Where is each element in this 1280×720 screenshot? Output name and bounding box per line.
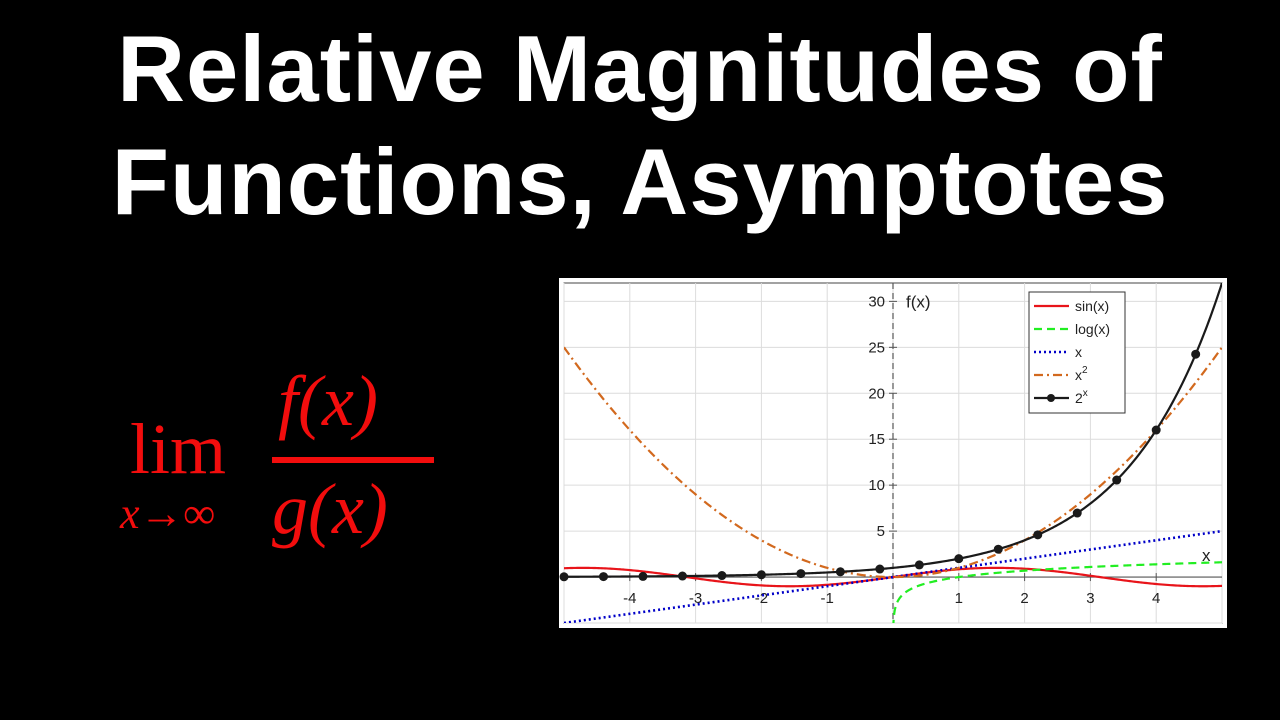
legend-label: sin(x) bbox=[1075, 298, 1109, 314]
y-tick-label: 5 bbox=[877, 523, 885, 540]
y-tick-label: 15 bbox=[868, 431, 885, 448]
x-tick-label: -3 bbox=[689, 590, 702, 607]
series-marker bbox=[954, 554, 964, 564]
series-marker bbox=[796, 569, 806, 579]
x-tick-label: -4 bbox=[623, 590, 636, 607]
legend-marker bbox=[1047, 394, 1055, 402]
y-tick-label: 25 bbox=[868, 339, 885, 356]
x-tick-label: 2 bbox=[1020, 590, 1028, 607]
series-marker bbox=[1112, 475, 1122, 485]
series-marker bbox=[835, 567, 845, 577]
x-tick-label: 3 bbox=[1086, 590, 1094, 607]
fraction-bar bbox=[272, 457, 434, 463]
series-marker bbox=[598, 572, 608, 582]
title-line-1: Relative Magnitudes of bbox=[117, 16, 1163, 121]
denominator: g(x) bbox=[272, 469, 388, 549]
series-marker bbox=[1072, 508, 1082, 518]
title-line-2: Functions, Asymptotes bbox=[111, 129, 1169, 234]
series-marker bbox=[914, 560, 924, 570]
series-marker bbox=[756, 570, 766, 580]
x-axis-label: x bbox=[1202, 546, 1211, 565]
series-marker bbox=[638, 571, 648, 581]
series-marker bbox=[717, 571, 727, 581]
y-axis-label: f(x) bbox=[906, 292, 931, 311]
legend-label: x bbox=[1075, 344, 1082, 360]
lim-text: lim bbox=[130, 409, 227, 489]
y-tick-label: 20 bbox=[868, 385, 885, 402]
x-tick-label: 1 bbox=[955, 590, 963, 607]
x-tick-label: -2 bbox=[755, 590, 768, 607]
series-marker bbox=[1151, 425, 1161, 435]
series-marker bbox=[559, 572, 569, 582]
x-tick-label: -1 bbox=[821, 590, 834, 607]
function-plot: -4 -3 -2 -1 1 2 3 4 5 10 15 20 25 30 f(x) x sin(x) log(x)… bbox=[559, 278, 1227, 628]
x-tick-label: 4 bbox=[1152, 590, 1160, 607]
lim-subscript: x→∞ bbox=[120, 489, 215, 538]
legend-label: log(x) bbox=[1075, 321, 1110, 337]
y-tick-label: 10 bbox=[868, 477, 885, 494]
series-line-linear bbox=[564, 529, 1222, 623]
series-marker bbox=[677, 571, 687, 581]
series-line-log bbox=[892, 561, 1222, 623]
legend-label: x2 bbox=[1075, 365, 1088, 383]
series-marker bbox=[993, 544, 1003, 554]
series-marker bbox=[875, 564, 885, 574]
y-tick-label: 30 bbox=[868, 293, 885, 310]
series-marker bbox=[1033, 530, 1043, 540]
limit-formula: lim x→∞ f(x) g(x) bbox=[110, 360, 450, 560]
numerator: f(x) bbox=[278, 361, 378, 441]
legend-label: 2x bbox=[1075, 388, 1088, 406]
series-marker bbox=[1191, 349, 1201, 359]
series-line-exp2 bbox=[564, 283, 1222, 578]
